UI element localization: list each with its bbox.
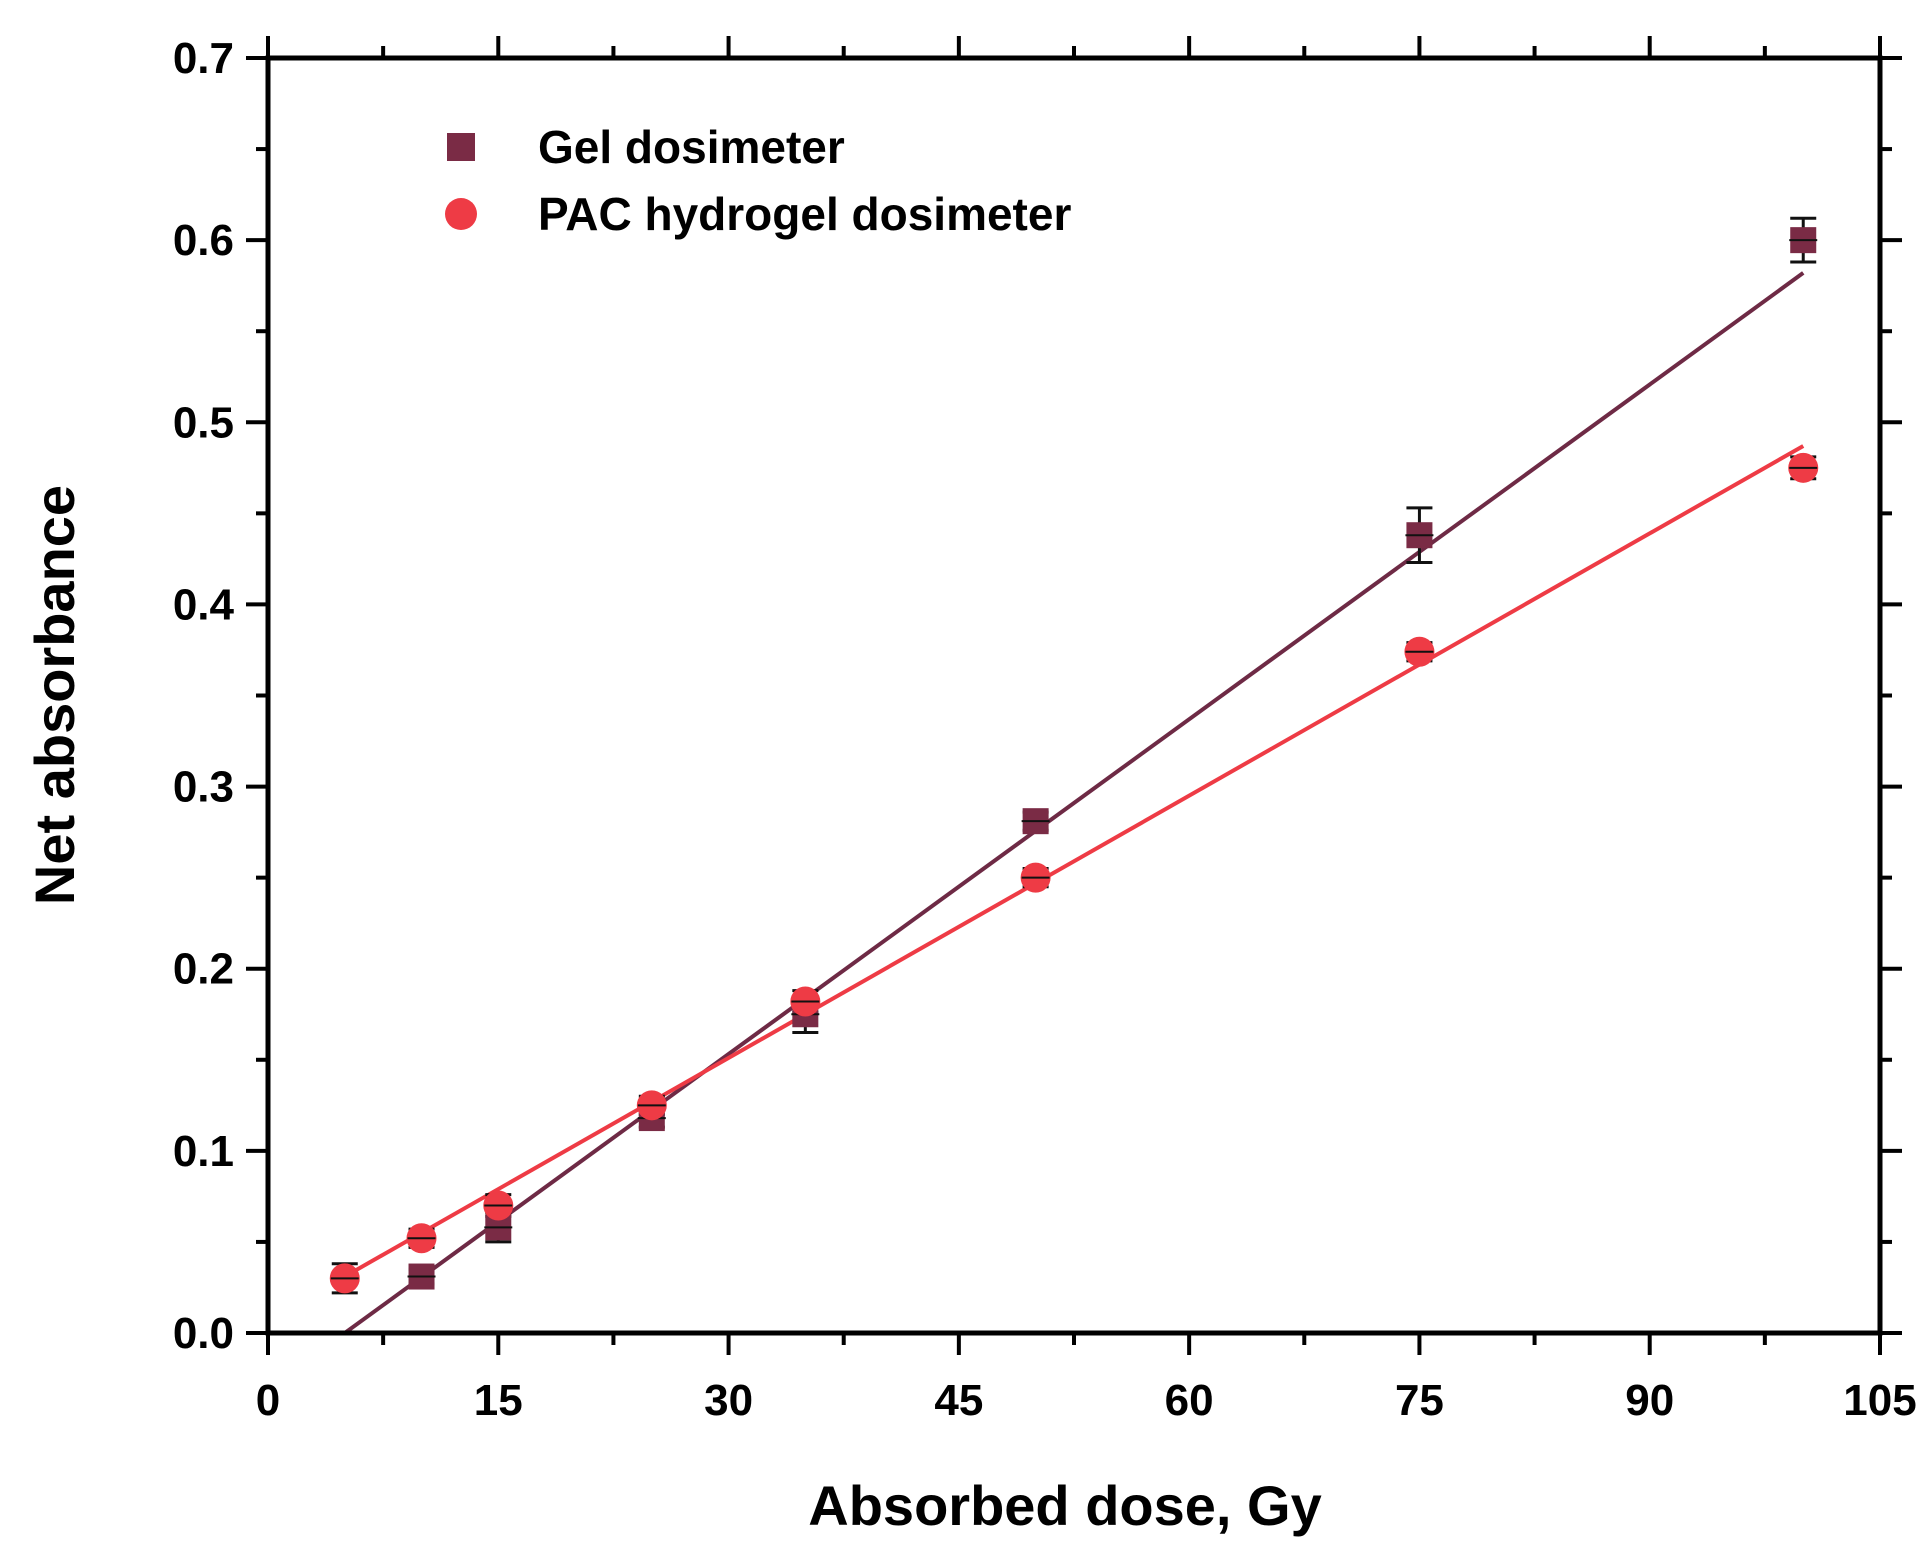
axis-ticks: [246, 36, 1902, 1355]
x-tick-label: 60: [1165, 1376, 1214, 1425]
y-tick-label: 0.6: [173, 216, 234, 265]
x-tick-label: 75: [1395, 1376, 1444, 1425]
legend-label: PAC hydrogel dosimeter: [538, 188, 1071, 240]
x-axis-title: Absorbed dose, Gy: [808, 1474, 1321, 1537]
y-axis-title: Net absorbance: [23, 485, 86, 905]
tick-labels: 0 15 30 45 60 75 90 105 0.0 0.1 0.2 0.3 0.4 0.5 0.6 0.7: [173, 34, 1917, 1425]
legend: Gel dosimeter PAC hydrogel dosimeter: [445, 121, 1071, 240]
y-tick-label: 0.5: [173, 398, 234, 447]
x-tick-label: 45: [934, 1376, 983, 1425]
y-tick-label: 0.3: [173, 763, 234, 812]
x-tick-label: 105: [1843, 1376, 1916, 1425]
y-tick-label: 0.2: [173, 945, 234, 994]
x-tick-label: 15: [474, 1376, 523, 1425]
legend-label: Gel dosimeter: [538, 121, 845, 173]
x-tick-label: 0: [256, 1376, 280, 1425]
fit-lines: [343, 271, 1805, 1335]
x-tick-label: 90: [1625, 1376, 1674, 1425]
y-tick-label: 0.4: [173, 580, 235, 629]
y-tick-label: 0.0: [173, 1309, 234, 1358]
legend-marker-circle: [445, 198, 477, 230]
y-tick-label: 0.1: [173, 1127, 234, 1176]
x-tick-label: 30: [704, 1376, 753, 1425]
fit-line: [343, 271, 1805, 1335]
legend-marker-square: [447, 133, 475, 161]
fit-line: [343, 444, 1805, 1279]
data-markers: [329, 227, 1819, 1294]
y-tick-label: 0.7: [173, 34, 234, 83]
